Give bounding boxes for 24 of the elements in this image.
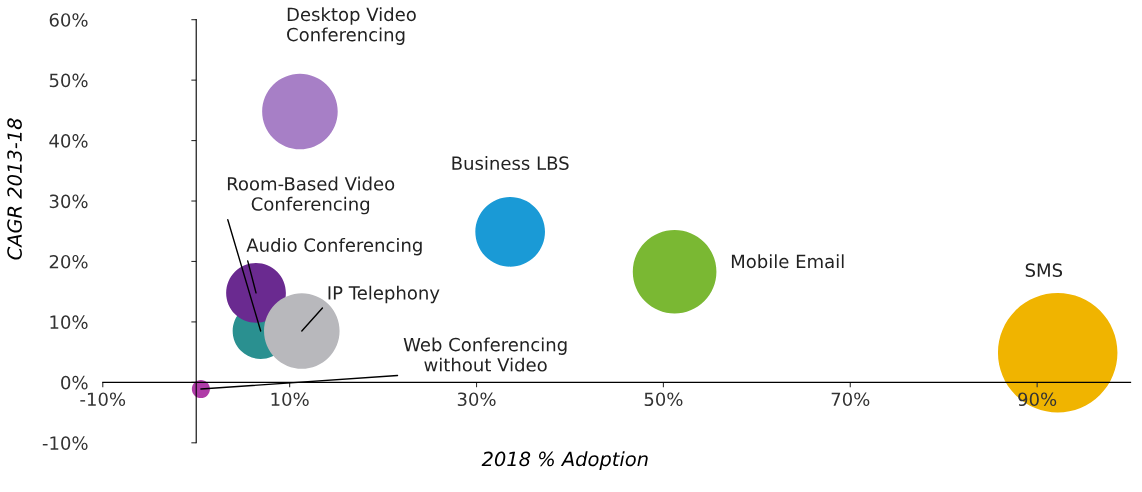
x-tick-label: -10% [80,392,126,407]
x-tick-label: 70% [831,392,870,407]
y-tick-label: 0% [61,375,88,390]
y-axis-title: CAGR 2013-18 [7,118,22,260]
text: Web Conferencing without Video [403,337,567,372]
x-tick-label: 90% [1018,392,1057,407]
y-tick-label: 30% [49,194,88,209]
text: Room-Based Video Conferencing [227,176,395,215]
y-tick-label: 10% [50,315,88,330]
y-tick-label: 50% [49,73,88,88]
series-label: Mobile Email [731,254,844,269]
x-tick-label: 50% [644,392,683,407]
y-tick-label: -10% [42,436,88,450]
series-label: SMS [1025,263,1063,278]
x-tick-label: 30% [457,392,496,407]
series-label: Desktop Video Conferencing [287,7,416,45]
series-label: IP Telephony [328,285,440,304]
series-label: Audio Conferencing [246,237,422,256]
y-tick-label: 20% [49,254,88,269]
y-tick-label: 60% [49,13,88,27]
y-tick-label: 40% [49,134,88,148]
series-label: Business LBS [452,156,569,171]
x-tick-label: 10% [271,392,309,407]
x-axis-title: 2018 % Adoption [481,451,648,471]
